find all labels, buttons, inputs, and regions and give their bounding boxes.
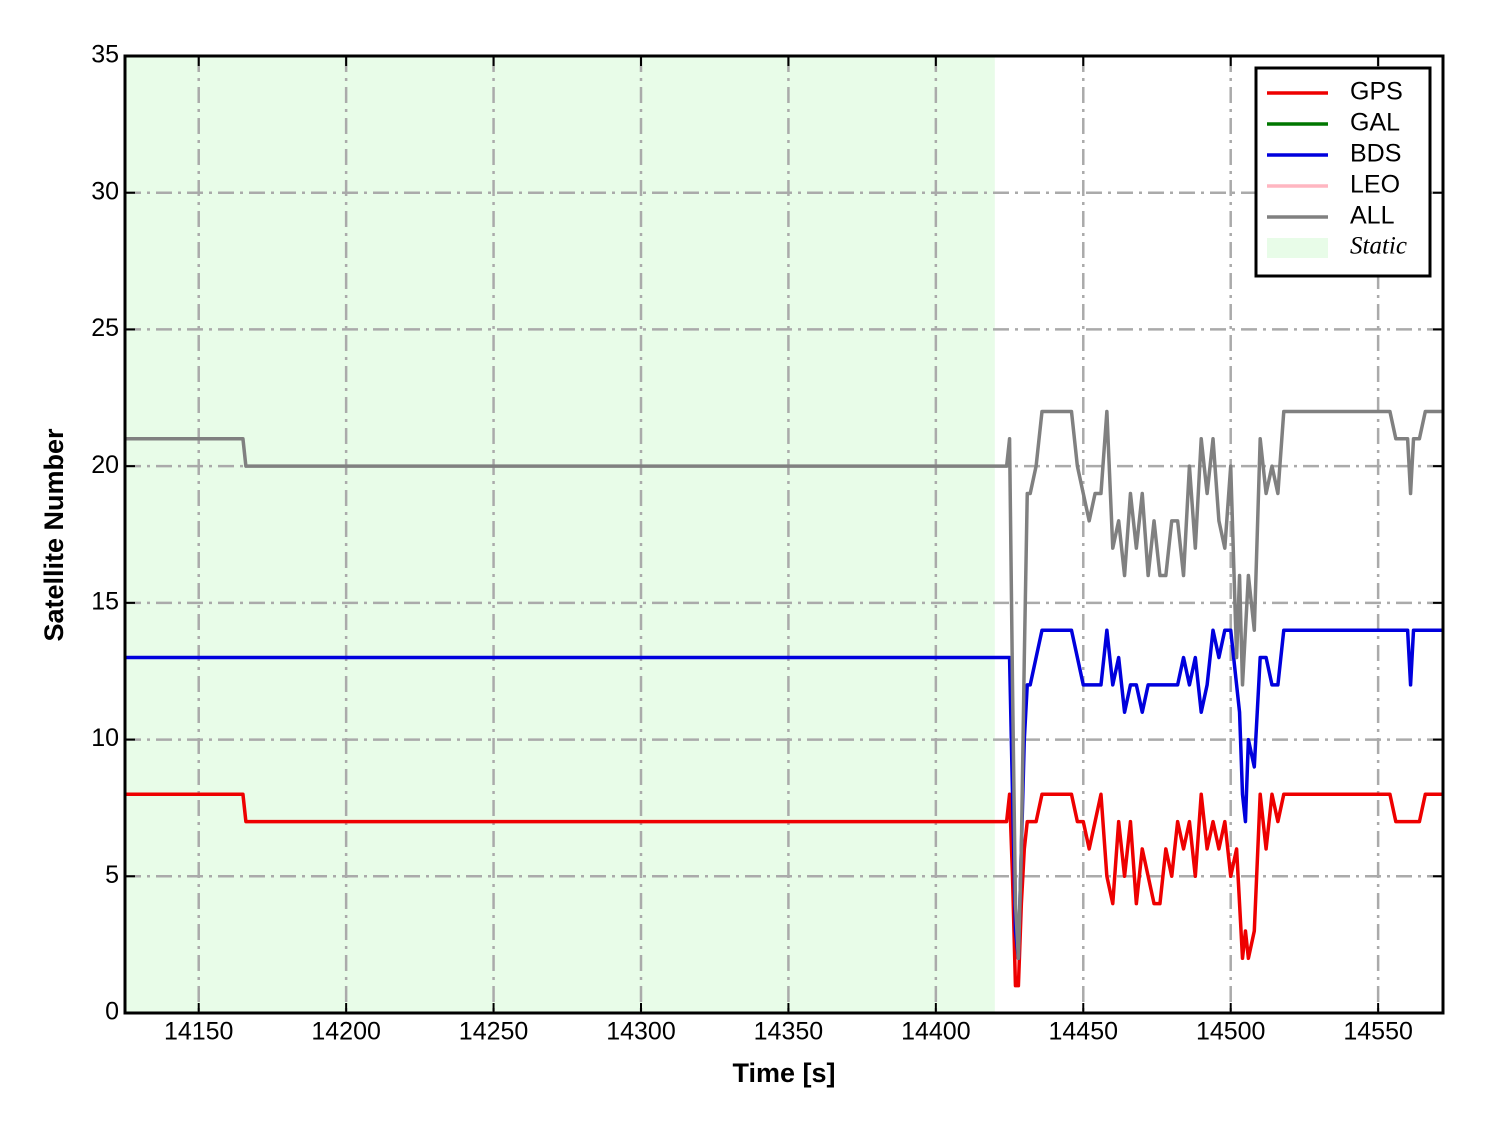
- x-tick-label: 14300: [606, 1018, 676, 1046]
- series-line: [125, 792, 1443, 988]
- x-tick-label: 14250: [459, 1018, 529, 1046]
- x-tick-label: 14550: [1343, 1018, 1413, 1046]
- y-tick-label: 0: [105, 998, 119, 1026]
- x-tick-label: 14200: [311, 1018, 381, 1046]
- legend-label: Static: [1350, 233, 1407, 260]
- y-tick-label: 20: [91, 451, 119, 479]
- plot-frame: [123, 54, 1445, 1015]
- legend-label: LEO: [1350, 171, 1400, 199]
- x-axis-label: Time [s]: [732, 1058, 835, 1088]
- series-line: [125, 628, 1443, 961]
- static-region: [125, 56, 995, 1013]
- y-axis-label: Satellite Number: [39, 428, 69, 642]
- y-tick-label: 10: [91, 724, 119, 752]
- x-tick-label: 14350: [754, 1018, 824, 1046]
- y-tick-label: 30: [91, 177, 119, 205]
- y-tick-label: 15: [91, 587, 119, 615]
- x-tick-label: 14150: [164, 1018, 234, 1046]
- series-line: [125, 409, 1443, 961]
- legend-label: GAL: [1350, 109, 1400, 137]
- x-tick-label: 14400: [901, 1018, 971, 1046]
- legend-label: GPS: [1350, 78, 1403, 106]
- legend-label: BDS: [1350, 140, 1401, 168]
- x-tick-label: 14500: [1196, 1018, 1266, 1046]
- legend-label: ALL: [1350, 202, 1395, 230]
- legend-swatch: [1267, 238, 1328, 258]
- y-tick-label: 35: [91, 41, 119, 69]
- y-tick-label: 25: [91, 314, 119, 342]
- y-tick-label: 5: [105, 861, 119, 889]
- x-tick-label: 14450: [1049, 1018, 1119, 1046]
